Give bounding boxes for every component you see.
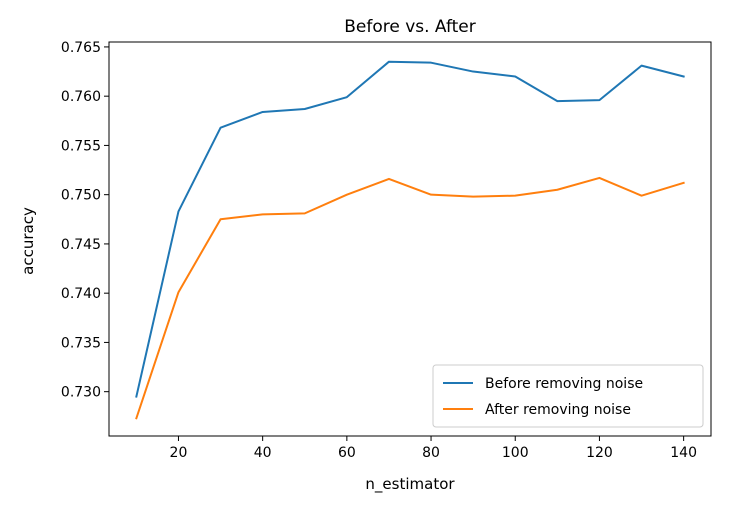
series-line-before xyxy=(135,60,685,398)
legend-box xyxy=(432,364,704,428)
plot-frame xyxy=(108,41,712,437)
x-tick-label: 80 xyxy=(422,445,440,461)
x-tick-label: 120 xyxy=(586,445,613,461)
x-tick-label: 140 xyxy=(670,445,697,461)
x-tick-label: 60 xyxy=(338,445,356,461)
legend-entry-label: Before removing noise xyxy=(485,376,643,392)
legend-entry-label: After removing noise xyxy=(485,402,631,418)
x-axis-label: n_estimator xyxy=(365,475,455,494)
x-tick-label: 40 xyxy=(254,445,272,461)
y-tick-label: 0.760 xyxy=(61,89,101,105)
y-tick-label: 0.745 xyxy=(61,237,101,253)
y-axis-label: accuracy xyxy=(19,207,37,275)
y-tick-label: 0.765 xyxy=(61,40,101,56)
x-axis: 20 40 60 80 100 120 140 xyxy=(170,436,697,461)
series-line-after xyxy=(135,176,685,420)
y-axis: 0.730 0.735 0.740 0.745 0.750 0.755 0.760 0.765 xyxy=(61,40,109,401)
chart-title: Before vs. After xyxy=(344,17,476,37)
series-layer xyxy=(135,60,685,420)
y-tick-label: 0.735 xyxy=(61,335,101,351)
y-tick-label: 0.755 xyxy=(61,138,101,154)
y-tick-label: 0.750 xyxy=(61,188,101,204)
y-tick-label: 0.740 xyxy=(61,286,101,302)
legend: Before removing noise After removing nois… xyxy=(432,364,704,428)
x-tick-label: 100 xyxy=(502,445,529,461)
x-tick-label: 20 xyxy=(170,445,188,461)
y-tick-label: 0.730 xyxy=(61,385,101,401)
